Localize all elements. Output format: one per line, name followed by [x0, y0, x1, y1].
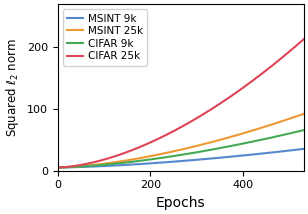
- MSINT 9k: [302, 148, 306, 150]
- X-axis label: Epochs: Epochs: [156, 196, 205, 210]
- CIFAR 25k: [164, 134, 168, 136]
- CIFAR 25k: [81, 163, 85, 166]
- MSINT 9k: [81, 166, 85, 168]
- CIFAR 9k: [302, 129, 306, 131]
- CIFAR 9k: [252, 140, 256, 143]
- CIFAR 25k: [248, 82, 251, 84]
- Line: MSINT 9k: MSINT 9k: [58, 149, 304, 168]
- MSINT 25k: [81, 165, 85, 167]
- MSINT 9k: [252, 153, 256, 156]
- MSINT 9k: [155, 162, 159, 164]
- CIFAR 25k: [302, 38, 306, 40]
- Line: CIFAR 9k: CIFAR 9k: [58, 130, 304, 168]
- MSINT 9k: [56, 166, 59, 169]
- Y-axis label: Squared $\ell_2$ norm: Squared $\ell_2$ norm: [4, 38, 21, 137]
- MSINT 9k: [225, 156, 229, 158]
- CIFAR 9k: [81, 165, 85, 168]
- MSINT 9k: [248, 154, 251, 156]
- CIFAR 9k: [248, 141, 251, 144]
- CIFAR 9k: [164, 156, 168, 159]
- Line: MSINT 25k: MSINT 25k: [58, 114, 304, 168]
- CIFAR 9k: [155, 157, 159, 160]
- CIFAR 25k: [225, 98, 229, 100]
- MSINT 25k: [248, 130, 251, 133]
- MSINT 25k: [164, 152, 168, 154]
- MSINT 25k: [155, 153, 159, 156]
- MSINT 25k: [302, 113, 306, 115]
- CIFAR 25k: [56, 166, 59, 169]
- MSINT 25k: [225, 137, 229, 139]
- MSINT 25k: [56, 166, 59, 169]
- CIFAR 9k: [56, 166, 59, 169]
- Line: CIFAR 25k: CIFAR 25k: [58, 39, 304, 168]
- MSINT 25k: [252, 129, 256, 131]
- Legend: MSINT 9k, MSINT 25k, CIFAR 9k, CIFAR 25k: MSINT 9k, MSINT 25k, CIFAR 9k, CIFAR 25k: [63, 9, 147, 65]
- MSINT 9k: [164, 161, 168, 163]
- CIFAR 9k: [225, 146, 229, 148]
- CIFAR 25k: [155, 138, 159, 141]
- CIFAR 25k: [252, 78, 256, 81]
